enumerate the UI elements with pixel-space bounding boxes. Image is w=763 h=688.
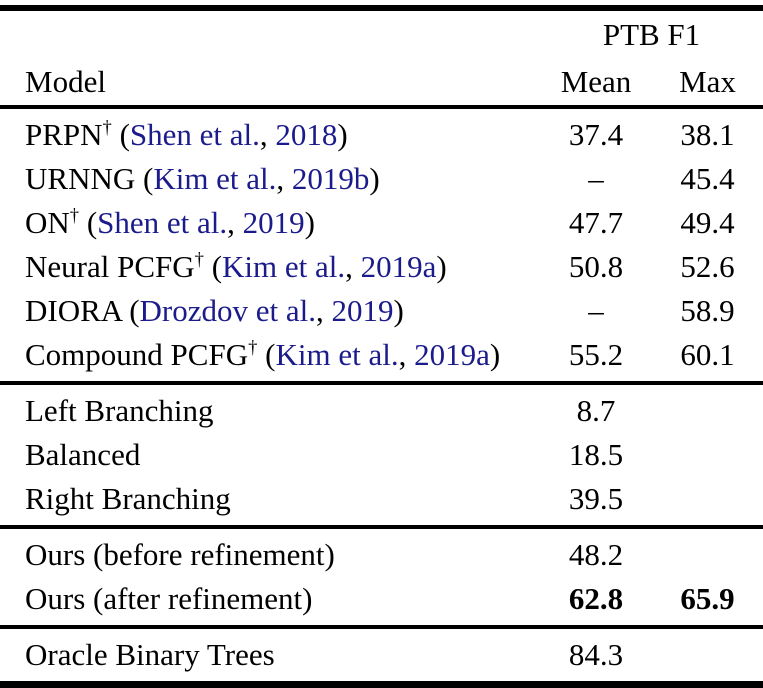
table-row: Oracle Binary Trees 84.3 (0, 627, 763, 685)
max-value: 60.1 (680, 337, 735, 372)
dagger-mark: † (102, 117, 112, 139)
section-oracle: Oracle Binary Trees 84.3 (0, 627, 763, 685)
model-cell: Ours (after refinement) (0, 577, 540, 627)
model-name: ON (25, 205, 70, 240)
citation-year-link[interactable]: 2019b (291, 161, 370, 196)
citation-year-link[interactable]: 2019 (242, 205, 305, 240)
model-name: Right Branching (25, 481, 231, 516)
section-ours: Ours (before refinement) 48.2 Ours (after … (0, 527, 763, 627)
table-row: Right Branching 39.5 (0, 477, 763, 527)
model-cell: Ours (before refinement) (0, 527, 540, 577)
model-name: Ours (after refinement) (25, 581, 313, 616)
citation-author-link[interactable]: Kim et al. (153, 161, 277, 196)
max-value: 45.4 (680, 161, 735, 196)
table-row: Compound PCFG† (Kim et al., 2019a) 55.2 60… (0, 333, 763, 383)
table-row: Left Branching 8.7 (0, 383, 763, 433)
model-column-header: Model (25, 64, 106, 99)
table-header: PTB F1 Model Mean Max (0, 8, 763, 107)
model-cell: Compound PCFG† (Kim et al., 2019a) (25, 337, 501, 372)
citation-author-link[interactable]: Kim et al. (275, 337, 399, 372)
citation-year-link[interactable]: 2019a (360, 249, 437, 284)
max-value (652, 383, 763, 433)
table-row: Ours (after refinement) 62.8 65.9 (0, 577, 763, 627)
citation-year-link[interactable]: 2018 (275, 117, 338, 152)
section-cited-models: PRPN† (Shen et al., 2018) 37.4 38.1 URNNG (… (0, 107, 763, 383)
citation-author-link[interactable]: Kim et al. (222, 249, 346, 284)
max-value (652, 477, 763, 527)
mean-value: 37.4 (568, 117, 624, 152)
dagger-mark: † (194, 249, 204, 271)
max-value: 38.1 (680, 117, 735, 152)
model-name: Neural PCFG (25, 249, 195, 284)
mean-value: 8.7 (576, 393, 616, 428)
citation-author-link[interactable]: Shen et al. (129, 117, 260, 152)
mean-value: 62.8 (568, 581, 624, 616)
max-value: 49.4 (680, 205, 735, 240)
model-name: PRPN (25, 117, 103, 152)
model-cell: Balanced (0, 433, 540, 477)
model-cell: Oracle Binary Trees (0, 627, 540, 685)
table-row: Balanced 18.5 (0, 433, 763, 477)
model-cell: URNNG (Kim et al., 2019b) (25, 161, 380, 196)
model-name: Ours (before refinement) (25, 537, 335, 572)
table-row: URNNG (Kim et al., 2019b) – 45.4 (0, 157, 763, 201)
mean-column-header: Mean (560, 64, 632, 99)
dagger-mark: † (248, 337, 258, 359)
table-row: DIORA (Drozdov et al., 2019) – 58.9 (0, 289, 763, 333)
max-value (652, 433, 763, 477)
model-name: Balanced (25, 437, 141, 472)
model-cell: Neural PCFG† (Kim et al., 2019a) (25, 249, 447, 284)
max-value (652, 527, 763, 577)
dagger-mark: † (69, 205, 80, 227)
mean-value: 48.2 (568, 537, 624, 572)
mean-value: 55.2 (568, 337, 624, 372)
max-column-header: Max (679, 64, 736, 99)
group-header-spacer (0, 8, 540, 59)
column-header-row: Model Mean Max (0, 59, 763, 107)
citation-year-link[interactable]: 2019 (331, 293, 394, 328)
max-value: 52.6 (680, 249, 735, 284)
ptb-f1-group-header: PTB F1 (602, 17, 701, 52)
mean-value: 39.5 (568, 481, 624, 516)
paper-table-page: PTB F1 Model Mean Max PRPN† (Shen et al.… (0, 5, 763, 688)
model-cell: DIORA (Drozdov et al., 2019) (25, 293, 404, 328)
model-cell: Right Branching (0, 477, 540, 527)
table-row: Ours (before refinement) 48.2 (0, 527, 763, 577)
table-row: ON† (Shen et al., 2019) 47.7 49.4 (0, 201, 763, 245)
max-value: 65.9 (680, 581, 735, 616)
citation-author-link[interactable]: Drozdov et al. (139, 293, 316, 328)
model-name: Oracle Binary Trees (25, 637, 275, 672)
citation-author-link[interactable]: Shen et al. (97, 205, 228, 240)
group-header-row: PTB F1 (0, 8, 763, 59)
model-cell: PRPN† (Shen et al., 2018) (25, 117, 348, 152)
table-row: Neural PCFG† (Kim et al., 2019a) 50.8 52.6 (0, 245, 763, 289)
model-cell: ON† (Shen et al., 2019) (25, 205, 315, 240)
mean-value: 47.7 (568, 205, 624, 240)
section-trivial-baselines: Left Branching 8.7 Balanced 18.5 Right Branc… (0, 383, 763, 527)
citation-year-link[interactable]: 2019a (414, 337, 490, 372)
model-name: Left Branching (25, 393, 214, 428)
model-name: URNNG (25, 161, 136, 196)
mean-value: – (588, 161, 604, 196)
mean-value: – (588, 293, 604, 328)
ptb-f1-results-table: PTB F1 Model Mean Max PRPN† (Shen et al.… (0, 5, 763, 688)
model-name: DIORA (25, 293, 122, 328)
table-row: PRPN† (Shen et al., 2018) 37.4 38.1 (0, 107, 763, 157)
model-name: Compound PCFG (25, 337, 249, 372)
model-cell: Left Branching (0, 383, 540, 433)
mean-value: 18.5 (568, 437, 624, 472)
mean-value: 84.3 (568, 637, 624, 672)
max-value: 58.9 (680, 293, 735, 328)
max-value (652, 627, 763, 685)
mean-value: 50.8 (568, 249, 624, 284)
